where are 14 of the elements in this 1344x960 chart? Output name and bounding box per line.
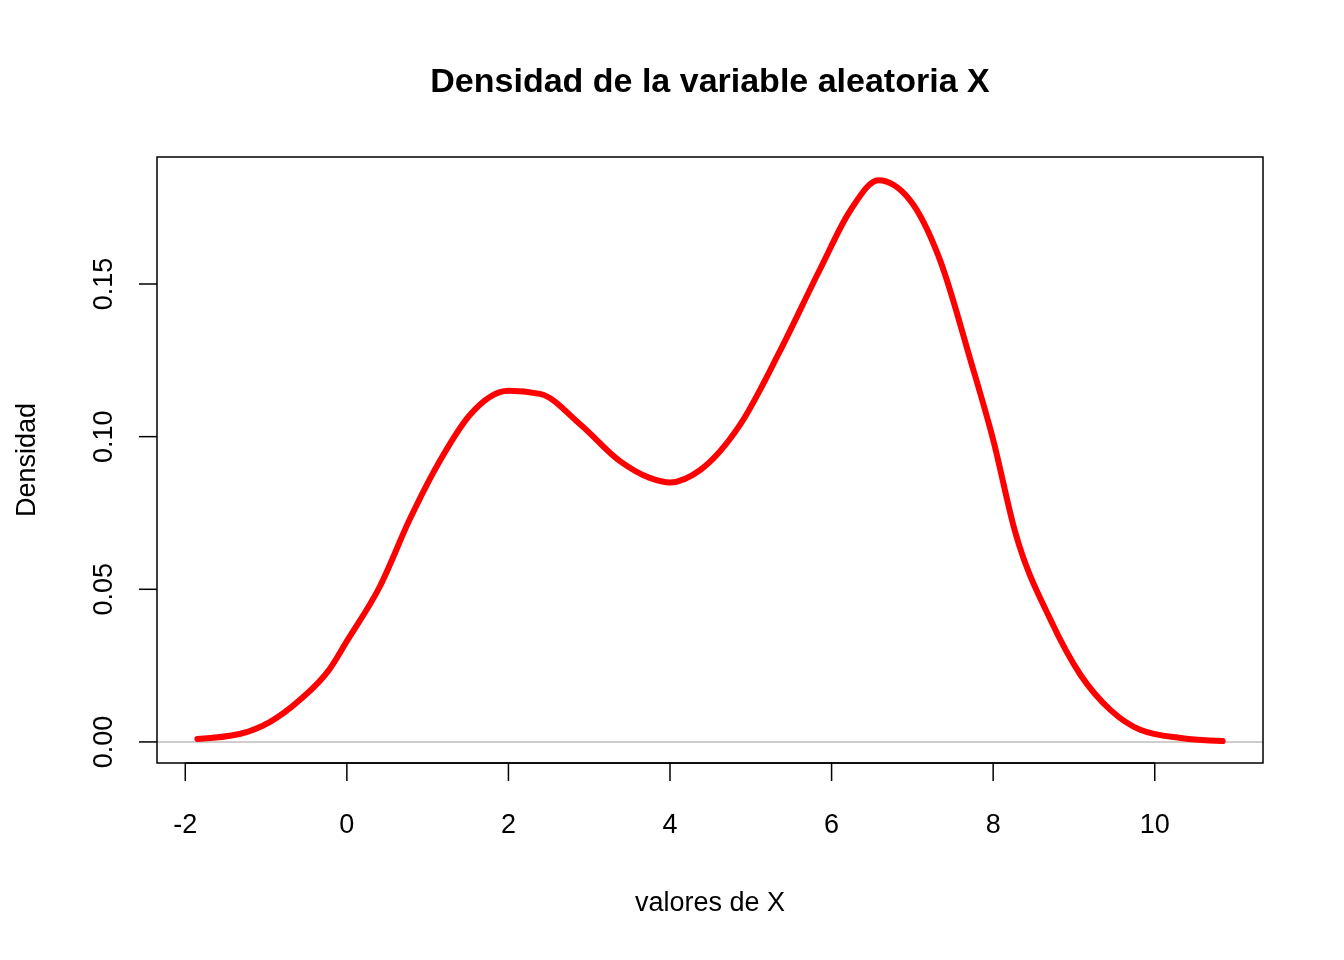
x-axis-title: valores de X <box>634 887 786 917</box>
x-tick-label: 4 <box>662 809 678 839</box>
y-axis-title: Densidad <box>11 402 41 518</box>
x-tick-label: 2 <box>500 809 516 839</box>
y-tick-label: 0.00 <box>88 715 118 769</box>
x-tick-label: 6 <box>824 809 840 839</box>
x-tick-label: 8 <box>985 809 1001 839</box>
x-tick-label: 10 <box>1139 809 1170 839</box>
y-tick-label: 0.15 <box>88 257 118 311</box>
x-tick-label: 0 <box>339 809 355 839</box>
y-tick-label: 0.10 <box>88 410 118 463</box>
chart-title: Densidad de la variable aleatoria X <box>430 61 990 99</box>
x-tick-label: -2 <box>173 809 198 839</box>
y-tick-label: 0.05 <box>88 563 118 616</box>
